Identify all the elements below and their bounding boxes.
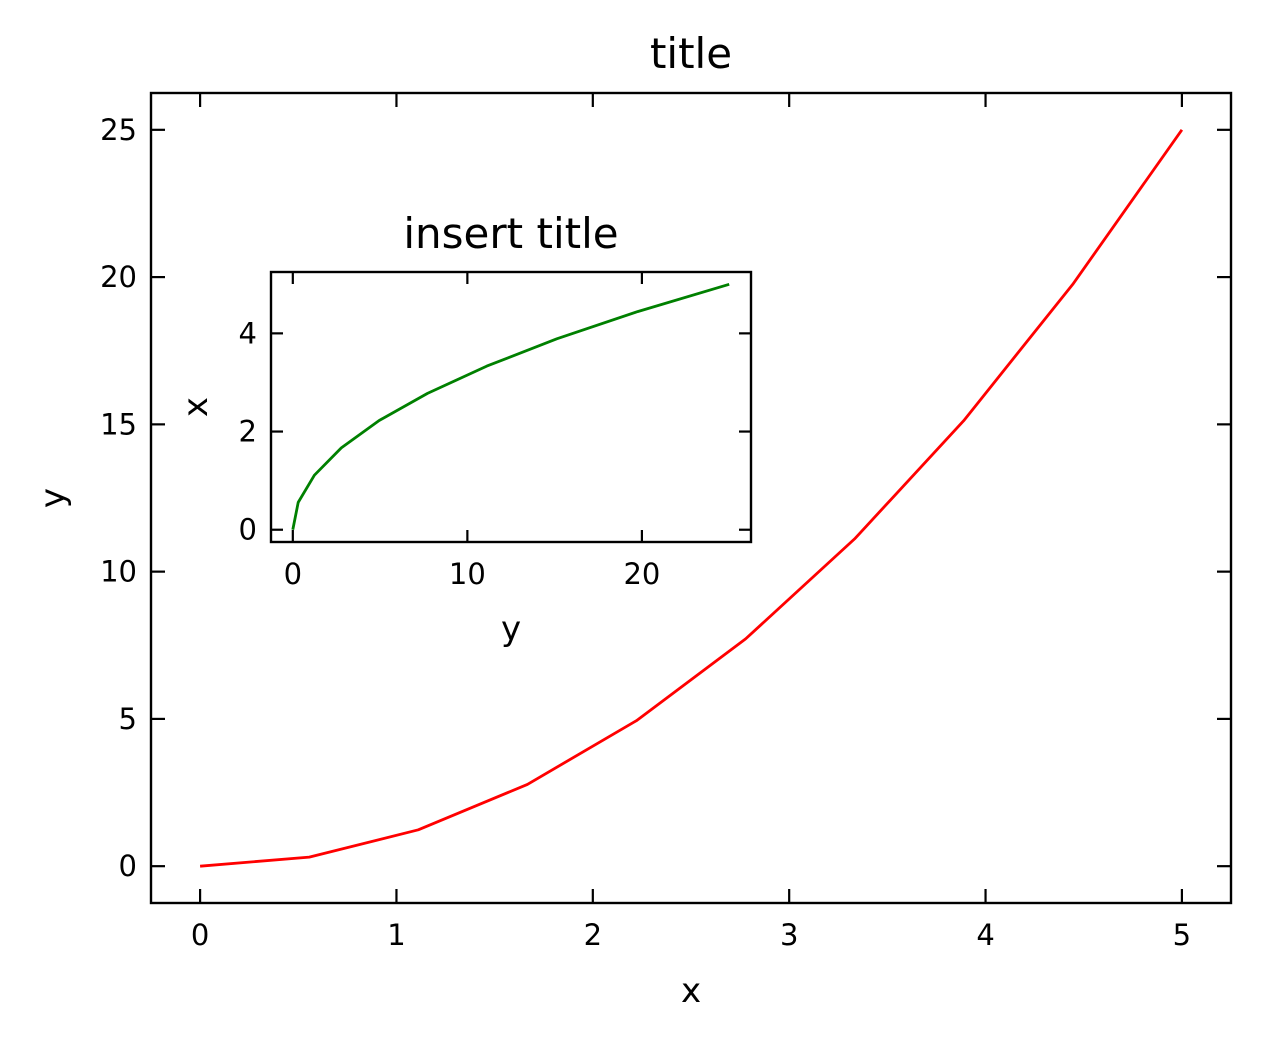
inset-x-tick-label: 20	[623, 557, 660, 591]
main-x-axis-label: x	[681, 971, 701, 1011]
main-series-line	[199, 128, 1184, 868]
inset-x-tick-label: 10	[449, 557, 486, 591]
main-y-tick-label: 10	[100, 555, 137, 589]
inset-y-tick-label: 2	[239, 415, 257, 449]
main-x-tick-label: 2	[584, 918, 602, 952]
inset-y-axis-label: x	[176, 397, 216, 417]
main-x-tick-label: 3	[780, 918, 798, 952]
main-axes-frame	[149, 91, 1233, 905]
main-x-tick-label: 4	[976, 918, 994, 952]
main-y-axis-label: y	[33, 488, 73, 508]
inset-series-line	[291, 282, 730, 530]
main-title: title	[650, 29, 732, 78]
inset-x-axis-label: y	[501, 609, 521, 649]
inset-y-tick-label: 4	[239, 316, 257, 350]
main-y-tick-label: 15	[100, 407, 137, 441]
inset-background	[271, 272, 751, 542]
main-y-tick-label: 20	[100, 260, 137, 294]
main-x-tick-label: 5	[1173, 918, 1191, 952]
inset-x-tick-label: 0	[284, 557, 302, 591]
main-x-tick-label: 1	[387, 918, 405, 952]
main-y-tick-label: 25	[100, 113, 137, 147]
inset-axes: insert title 0 10 20 0 2 4 y x	[176, 209, 753, 649]
main-y-tick-label: 0	[119, 849, 137, 883]
inset-y-tick-label: 0	[239, 513, 257, 547]
main-y-tick-label: 5	[119, 702, 137, 736]
inset-title: insert title	[403, 209, 618, 258]
inset-ticks: 0 10 20 0 2 4	[239, 272, 751, 591]
main-x-tick-label: 0	[191, 918, 209, 952]
inset-axes-frame	[269, 270, 753, 544]
